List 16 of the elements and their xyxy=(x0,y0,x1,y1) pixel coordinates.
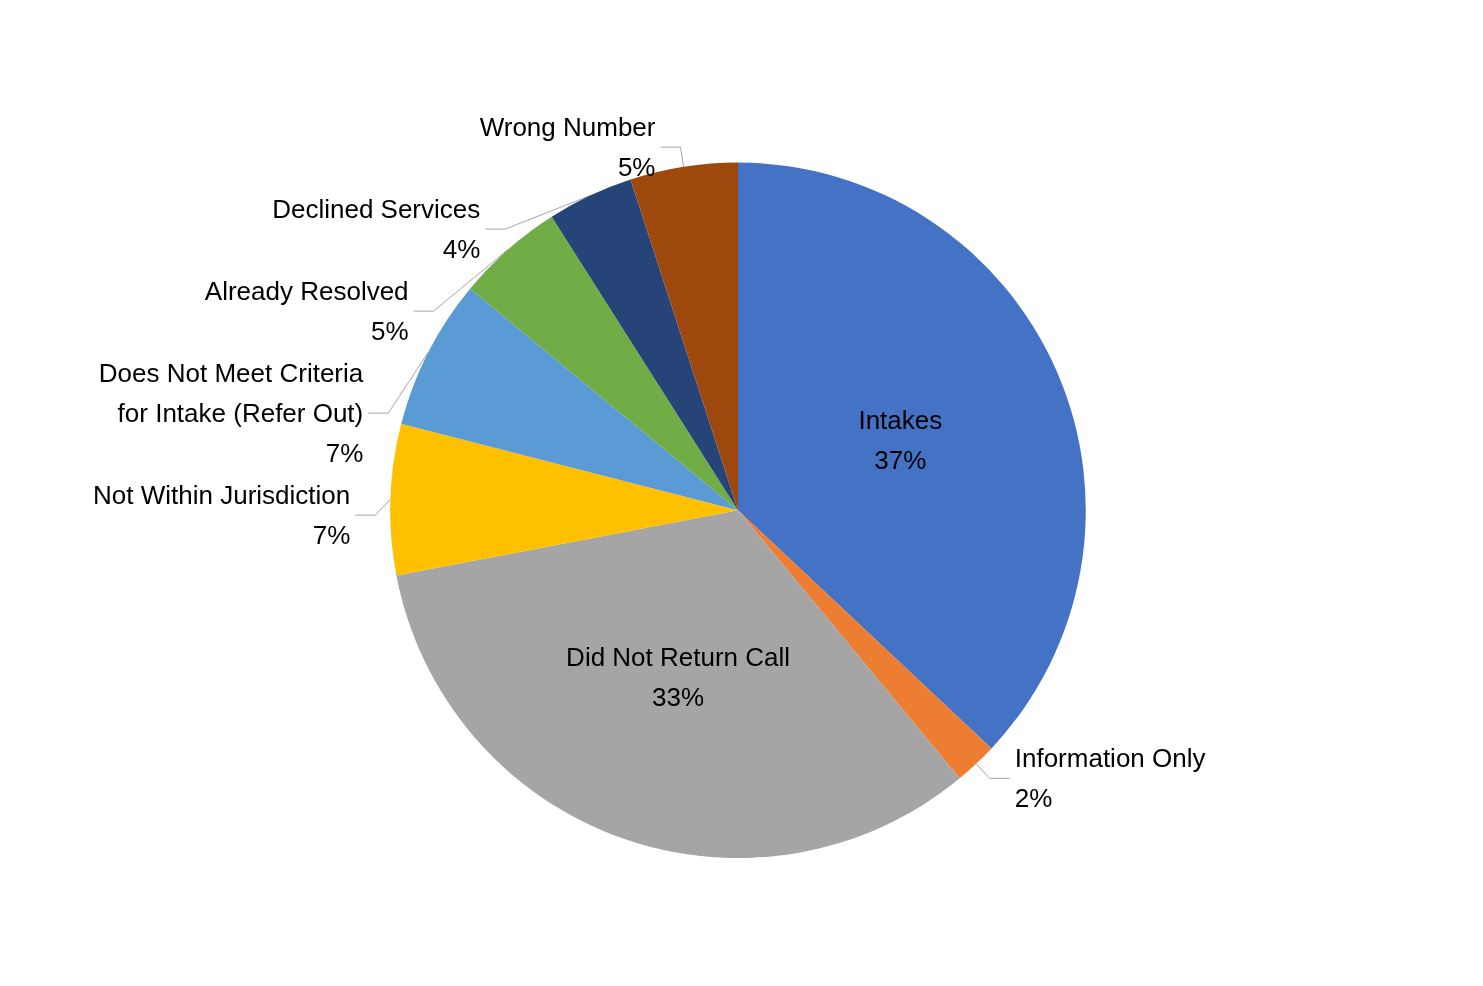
slice-label: Does Not Meet Criteria for Intake (Refer Out) xyxy=(98,358,364,429)
data-label: 7% xyxy=(325,438,364,469)
data-label: 33% xyxy=(652,681,705,712)
data-label: 5% xyxy=(371,316,409,347)
data-label: 5% xyxy=(617,152,656,183)
slice-label: Wrong Number xyxy=(479,112,656,143)
slice-label: Information Only xyxy=(1014,743,1206,774)
slice-label: Intakes xyxy=(858,405,943,436)
slice-label: Not Within Jurisdiction xyxy=(93,480,351,511)
data-label: 7% xyxy=(312,520,351,551)
slice-label: Did Not Return Call xyxy=(566,641,791,672)
data-label: 37% xyxy=(874,445,927,476)
data-label: 4% xyxy=(442,234,481,265)
data-label: 2% xyxy=(1014,783,1053,814)
slice-label: Declined Services xyxy=(272,194,481,225)
slice-label: Already Resolved xyxy=(204,276,409,307)
